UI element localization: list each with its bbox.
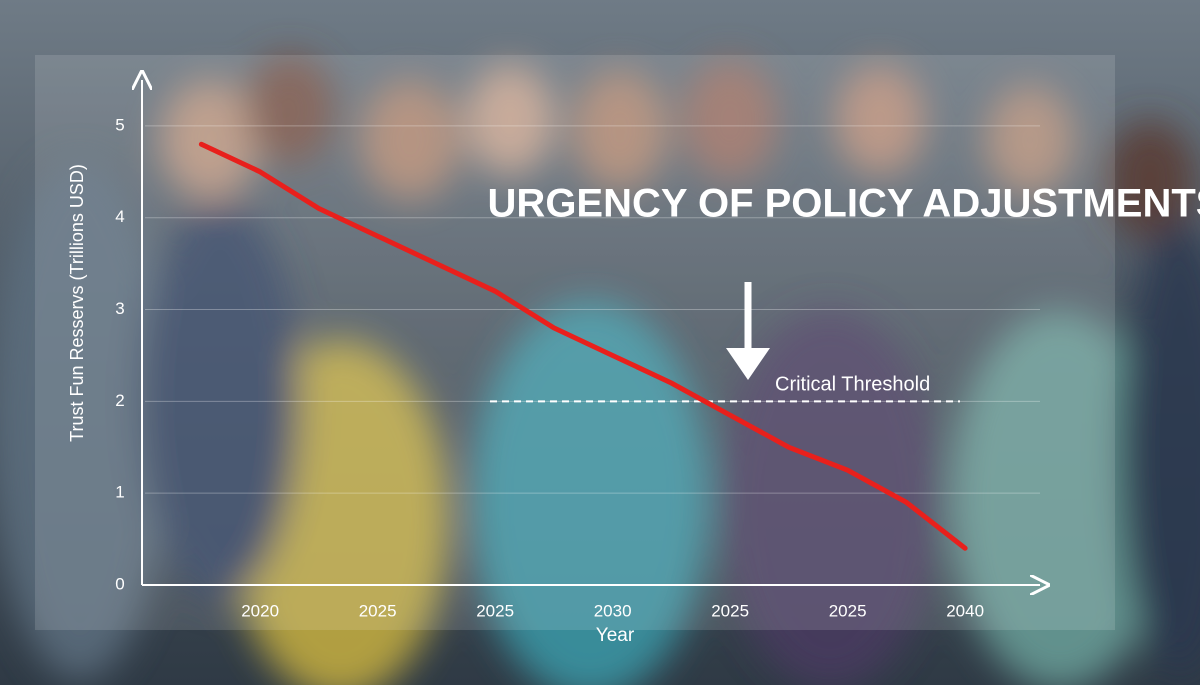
x-tick-label: 2030 bbox=[594, 601, 632, 620]
x-tick-label: 2020 bbox=[241, 601, 279, 620]
plot-area: 0 1 2 3 4 5 2020 2025 2025 2030 2025 2025 2040 Critic… bbox=[115, 80, 1040, 620]
x-tick-label: 2025 bbox=[711, 601, 749, 620]
y-tick-label: 4 bbox=[115, 207, 124, 226]
y-tick-label: 1 bbox=[115, 483, 124, 502]
x-tick-label: 2025 bbox=[476, 601, 514, 620]
chart-panel bbox=[35, 55, 1115, 630]
x-tick-label: 2025 bbox=[359, 601, 397, 620]
y-axis-title: Trust Fun Resservs (Trillions USD) bbox=[67, 164, 87, 442]
annotation: URGENCY OF POLICY ADJUSTMENTS bbox=[488, 182, 1200, 226]
y-tick-label: 5 bbox=[115, 115, 124, 134]
x-tick-label: 2025 bbox=[829, 601, 867, 620]
threshold-label: Critical Threshold bbox=[775, 374, 930, 396]
y-tick-label: 3 bbox=[115, 299, 124, 318]
y-tick-label: 2 bbox=[115, 391, 124, 410]
data-line bbox=[198, 141, 968, 551]
y-tick-label: 0 bbox=[115, 574, 124, 593]
x-tick-label: 2040 bbox=[946, 601, 984, 620]
x-axis-title: Year bbox=[596, 625, 635, 646]
annotation-arrow-head bbox=[726, 348, 770, 380]
